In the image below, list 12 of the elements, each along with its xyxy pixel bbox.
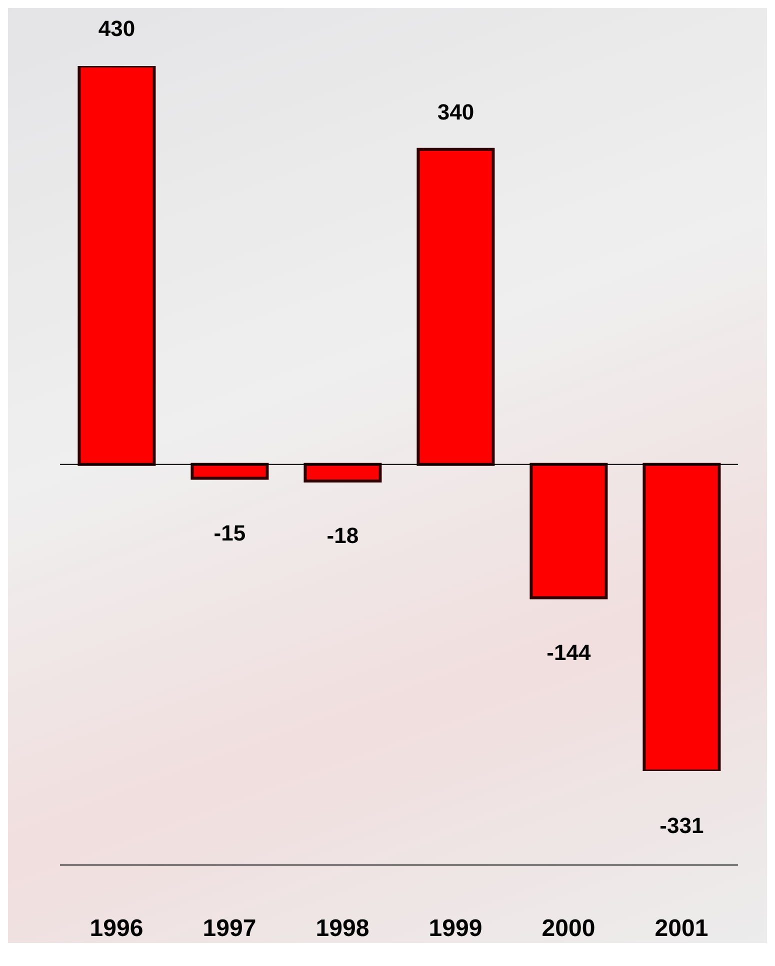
data-label: 430: [98, 16, 136, 41]
x-tick-label: 1998: [316, 915, 370, 942]
x-tick-label: 2001: [654, 915, 708, 942]
data-label: -144: [546, 640, 592, 665]
x-tick-label: 2000: [542, 915, 596, 942]
data-label: -15: [214, 520, 246, 546]
data-label: 340: [437, 99, 474, 124]
x-tick-label: 1997: [202, 915, 256, 942]
data-label: -18: [326, 523, 359, 548]
x-tick-label: 1999: [428, 915, 482, 942]
x-tick-label: 1996: [90, 915, 144, 942]
data-label: -331: [660, 813, 704, 838]
